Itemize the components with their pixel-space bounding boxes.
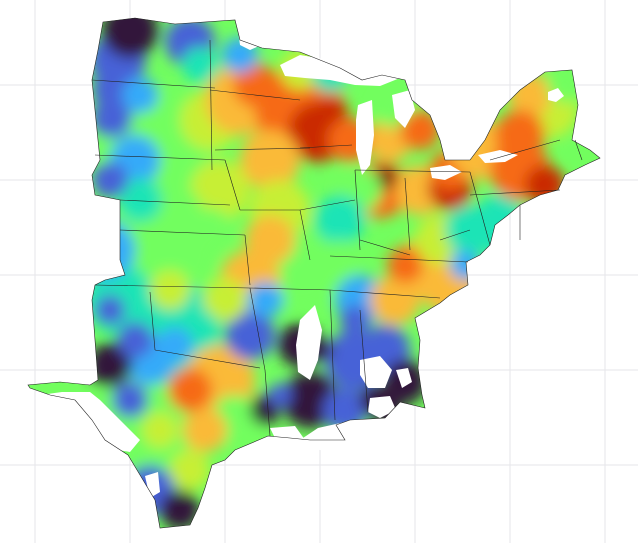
heat-blob-45 xyxy=(387,247,423,283)
water-body-3 xyxy=(478,150,518,163)
state-border-17 xyxy=(329,289,441,299)
heat-blob-81 xyxy=(183,408,227,452)
heat-blob-59 xyxy=(525,165,565,205)
state-border-9 xyxy=(244,234,251,286)
heat-blob-72 xyxy=(122,77,158,113)
water-body-6 xyxy=(296,305,322,380)
heat-blob-34 xyxy=(247,282,283,318)
heat-blob-30 xyxy=(160,490,200,528)
state-border-13 xyxy=(154,349,261,369)
state-border-1 xyxy=(209,39,213,171)
state-border-21 xyxy=(404,177,411,251)
state-border-0 xyxy=(91,79,216,89)
heat-blob-33 xyxy=(225,310,275,360)
water-body-7 xyxy=(360,356,392,388)
heat-blob-5 xyxy=(75,220,135,280)
state-border-31 xyxy=(359,239,411,256)
state-border-29 xyxy=(299,199,356,211)
state-border-2 xyxy=(94,154,226,161)
water-body-2 xyxy=(392,90,415,128)
state-border-14 xyxy=(249,287,266,371)
state-border-27 xyxy=(574,139,583,161)
heat-blob-27 xyxy=(168,368,212,412)
state-border-6 xyxy=(119,229,246,236)
heat-blob-70 xyxy=(182,47,218,83)
water-body-11 xyxy=(85,425,97,437)
heat-blob-66 xyxy=(320,240,360,280)
water-body-1 xyxy=(356,100,374,175)
state-border-4 xyxy=(119,199,231,206)
heat-blob-74 xyxy=(203,278,247,322)
heat-blob-79 xyxy=(157,327,193,363)
state-border-23 xyxy=(469,171,491,246)
heat-blob-73 xyxy=(188,208,232,252)
water-body-8 xyxy=(396,368,412,388)
water-body-10 xyxy=(40,392,140,452)
state-border-3 xyxy=(214,147,311,151)
heat-blob-7 xyxy=(102,18,158,58)
water-body-5 xyxy=(548,88,564,102)
water-body-15 xyxy=(145,472,160,498)
state-border-28 xyxy=(299,144,353,149)
water-body-9 xyxy=(368,396,396,418)
state-border-20 xyxy=(354,169,361,251)
water-body-12 xyxy=(238,28,268,50)
water-body-14 xyxy=(270,426,305,448)
state-border-8 xyxy=(299,209,311,261)
heat-blob-75 xyxy=(150,270,190,310)
state-border-12 xyxy=(149,291,156,351)
heat-blob-85 xyxy=(570,140,590,160)
heat-blob-71 xyxy=(92,72,128,108)
state-border-11 xyxy=(249,287,331,291)
heat-blob-76 xyxy=(118,178,162,222)
state-border-15 xyxy=(264,369,271,437)
state-border-24 xyxy=(469,189,561,196)
heat-blob-31 xyxy=(88,343,132,387)
state-border-25 xyxy=(489,139,561,161)
heat-blob-91 xyxy=(340,305,370,335)
state-border-22 xyxy=(354,169,471,173)
heat-blob-24 xyxy=(92,98,132,138)
state-border-5 xyxy=(224,159,241,211)
heat-blob-77 xyxy=(92,162,128,198)
heat-blob-32 xyxy=(117,322,153,358)
heat-blob-65 xyxy=(315,195,365,245)
water-body-4 xyxy=(430,165,462,180)
state-border-30 xyxy=(209,89,301,101)
heat-blob-21 xyxy=(190,160,250,220)
heat-blob-87 xyxy=(268,383,292,407)
state-border-32 xyxy=(439,229,471,241)
state-borders xyxy=(27,17,601,529)
heat-blob-16 xyxy=(240,130,300,190)
state-border-10 xyxy=(94,284,251,289)
heat-blob-82 xyxy=(170,450,210,490)
state-border-16 xyxy=(329,289,336,421)
heat-blob-83 xyxy=(142,412,178,448)
heat-blob-92 xyxy=(112,382,148,418)
heat-blob-93 xyxy=(95,295,125,325)
state-border-19 xyxy=(329,255,469,263)
heat-blob-63 xyxy=(495,110,545,160)
heat-blob-44 xyxy=(420,255,480,315)
state-border-18 xyxy=(359,309,369,413)
heat-blob-20 xyxy=(245,215,295,265)
heat-blob-56 xyxy=(400,110,440,150)
